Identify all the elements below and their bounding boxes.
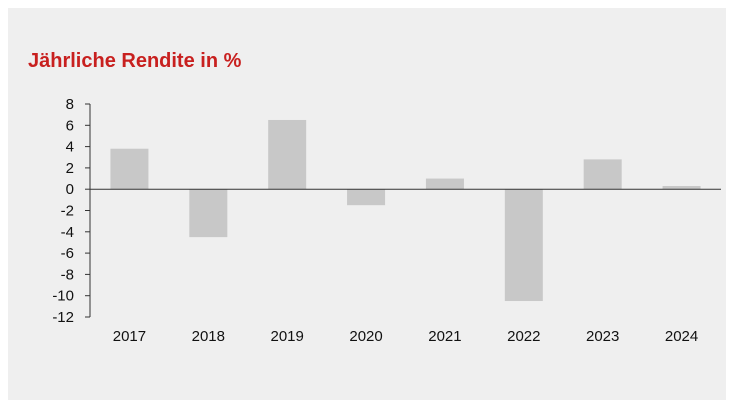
x-tick-label: 2022 xyxy=(507,328,540,345)
bar-2023 xyxy=(583,159,622,190)
x-tick-label: 2020 xyxy=(349,328,382,345)
y-tick-label: 2 xyxy=(66,160,74,177)
y-tick-label: 8 xyxy=(66,96,74,113)
bar-series xyxy=(110,119,701,302)
bar-2022 xyxy=(504,189,543,302)
x-axis: 2017 2018 2019 2020 2021 2022 2023 2024 xyxy=(113,328,699,345)
y-tick-label: -12 xyxy=(52,309,74,326)
y-tick-label: -8 xyxy=(61,266,74,283)
bar-2017 xyxy=(110,148,149,190)
x-tick-label: 2017 xyxy=(113,328,146,345)
bar-2024 xyxy=(662,186,701,190)
bar-2018 xyxy=(189,189,228,238)
bar-2020 xyxy=(347,189,386,206)
y-tick-label: 0 xyxy=(66,181,74,198)
y-tick-label: -4 xyxy=(61,224,74,241)
x-tick-label: 2018 xyxy=(192,328,225,345)
bar-2019 xyxy=(268,119,307,190)
y-tick-label: 6 xyxy=(66,117,74,134)
x-tick-label: 2019 xyxy=(271,328,304,345)
y-tick-label: -10 xyxy=(52,288,74,305)
x-tick-label: 2021 xyxy=(428,328,461,345)
y-tick-label: 4 xyxy=(66,139,74,156)
y-tick-label: -2 xyxy=(61,203,74,220)
y-tick-label: -6 xyxy=(61,245,74,262)
y-axis: 8 6 4 2 0 -2 -4 -6 -8 -10 -12 xyxy=(52,96,90,326)
x-tick-label: 2024 xyxy=(665,328,698,345)
x-tick-label: 2023 xyxy=(586,328,619,345)
chart-title: Jährliche Rendite in % xyxy=(28,50,242,72)
bar-2021 xyxy=(425,178,464,190)
